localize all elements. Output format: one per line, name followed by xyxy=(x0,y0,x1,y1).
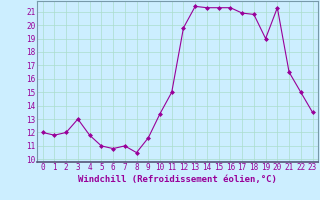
X-axis label: Windchill (Refroidissement éolien,°C): Windchill (Refroidissement éolien,°C) xyxy=(78,175,277,184)
